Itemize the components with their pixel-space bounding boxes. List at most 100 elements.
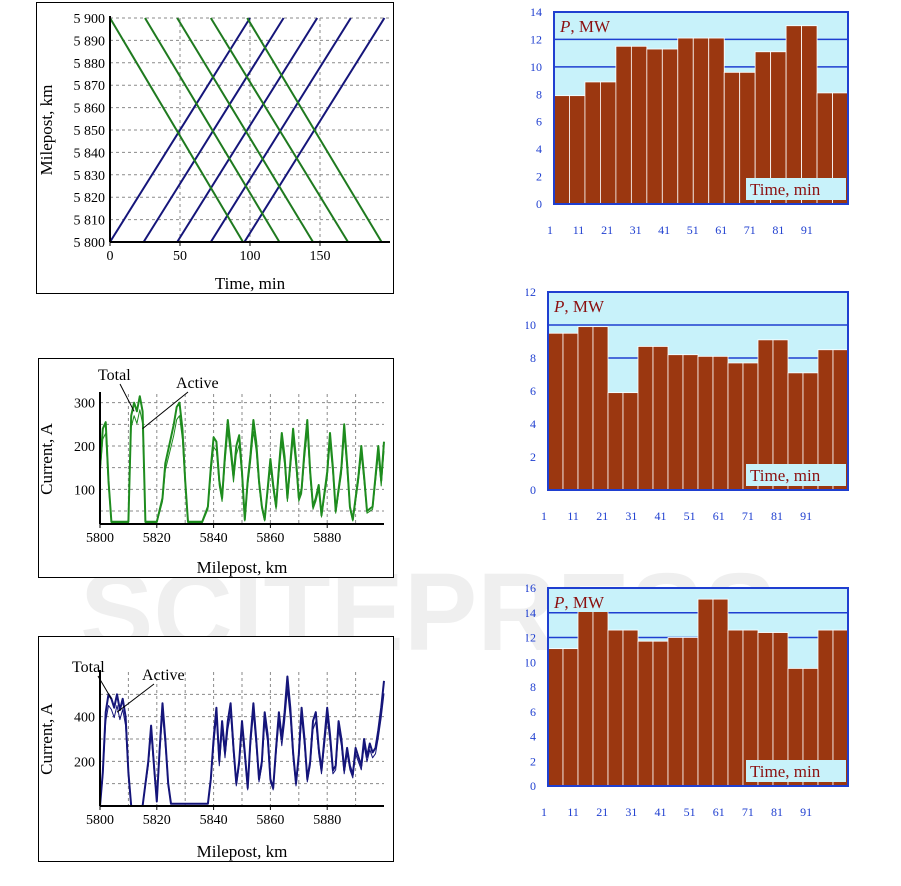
y-tick-label: 12: [530, 32, 542, 46]
power-bar: [677, 37, 694, 205]
power-bar: [600, 81, 617, 205]
y-tick-label: 0: [536, 197, 542, 211]
x-tick-label: 5800: [86, 813, 114, 828]
power-bar: [577, 326, 594, 491]
series-line-3: [209, 17, 352, 243]
x-tick-label: 31: [625, 509, 637, 523]
power-bar: [646, 48, 663, 205]
y-tick-label: 4: [536, 142, 542, 156]
y-tick-label: 5 830: [74, 169, 106, 184]
x-tick-label: 5820: [143, 813, 171, 828]
x-tick-label: 5820: [143, 531, 171, 546]
x-tick-label: 81: [772, 223, 784, 237]
x-tick-label: 91: [800, 509, 812, 523]
power-bar: [637, 640, 654, 787]
x-tick-label: 41: [658, 223, 670, 237]
chart-frame: [36, 2, 394, 294]
x-tick-label: 71: [742, 805, 754, 819]
y-tick-label: 5 860: [74, 102, 106, 117]
power-bar: [562, 332, 579, 491]
y-tick-label: 4: [530, 730, 536, 744]
x-tick-label: 81: [771, 509, 783, 523]
power-symbol: P: [553, 297, 564, 316]
series-line-7: [176, 17, 314, 243]
x-tick-label: 61: [713, 509, 725, 523]
y-tick-label: 8: [530, 351, 536, 365]
y-tick-label: 5 850: [74, 124, 106, 139]
y-tick-label: 6: [530, 705, 536, 719]
power-bar: [607, 392, 624, 491]
x-tick-label: 5840: [200, 531, 228, 546]
power-bar: [547, 332, 564, 491]
annotation-pointer-active: [116, 683, 155, 713]
series-line-secondary-0: [99, 409, 385, 524]
series-line-1: [142, 17, 285, 243]
x-tick-label: 51: [687, 223, 699, 237]
x-tick-label: 91: [800, 805, 812, 819]
power-bar: [712, 598, 729, 787]
time-label-bg: [746, 760, 846, 782]
y-tick-label: 0: [530, 779, 536, 793]
y-tick-label: 16: [526, 581, 536, 595]
x-tick-label: 31: [630, 223, 642, 237]
power-bar: [727, 362, 744, 491]
power-label-bg: [557, 16, 623, 36]
power-bar: [708, 37, 725, 205]
annotation-pointer-active: [142, 391, 189, 430]
y-axis-title: Current, A: [38, 702, 56, 774]
y-tick-label: 12: [526, 631, 536, 645]
power-axis-label: P, MW: [559, 17, 611, 36]
series-line-6: [144, 17, 281, 243]
y-tick-label: 100: [74, 483, 95, 498]
power-bar: [692, 37, 710, 205]
y-tick-label: 5 840: [74, 146, 106, 161]
y-tick-label: 14: [526, 606, 536, 620]
y-tick-label: 5 800: [74, 236, 106, 251]
y-tick-label: 2: [536, 170, 542, 184]
y-tick-label: 5 900: [74, 12, 106, 27]
power-bar: [615, 45, 632, 205]
plot-frame: [547, 291, 849, 491]
x-axis-title: Time, min: [215, 274, 286, 293]
power-bar: [569, 95, 586, 205]
annotation-total: Total: [72, 659, 105, 676]
plot-frame: [547, 587, 849, 787]
time-axis-label: Time, min: [750, 466, 821, 485]
x-tick-label: 51: [684, 805, 696, 819]
power-bar: [723, 71, 741, 205]
power-bar: [801, 25, 818, 205]
x-tick-label: 5860: [256, 813, 284, 828]
power-bar: [622, 392, 639, 491]
x-tick-label: 61: [713, 805, 725, 819]
power-symbol: P: [559, 17, 570, 36]
x-tick-label: 1: [541, 509, 547, 523]
train-schedule-chart: 0 50 100 150 5 800 5 810 5 820 5 830 5 840 5 850 5…: [36, 2, 394, 294]
series-line-secondary-0: [99, 688, 385, 807]
x-axis-title: Milepost, km: [197, 558, 288, 577]
y-tick-label: 6: [536, 115, 542, 129]
power-symbol: P: [553, 593, 564, 612]
time-axis-label: Time, min: [750, 762, 821, 781]
x-axis-title: Milepost, km: [197, 842, 288, 861]
x-tick-label: 50: [173, 249, 187, 264]
annotation-pointer-total: [97, 675, 112, 700]
x-tick-label: 71: [744, 223, 756, 237]
power-bar: [584, 81, 601, 205]
x-tick-label: 5880: [313, 813, 341, 828]
power-unit: , MW: [564, 297, 605, 316]
x-tick-label: 11: [567, 509, 579, 523]
y-tick-label: 8: [536, 87, 542, 101]
x-tick-label: 0: [107, 249, 114, 264]
power-bar: [652, 346, 669, 491]
power-bar: [622, 629, 639, 787]
power-unit: , MW: [564, 593, 605, 612]
annotation-active: Active: [142, 667, 185, 684]
time-label-bg: [746, 178, 846, 200]
x-tick-label: 11: [573, 223, 585, 237]
power-bar: [562, 648, 579, 787]
power-bar: [630, 45, 648, 205]
power-bar: [553, 95, 570, 205]
x-tick-label: 5860: [256, 531, 284, 546]
y-tick-label: 5 810: [74, 214, 106, 229]
